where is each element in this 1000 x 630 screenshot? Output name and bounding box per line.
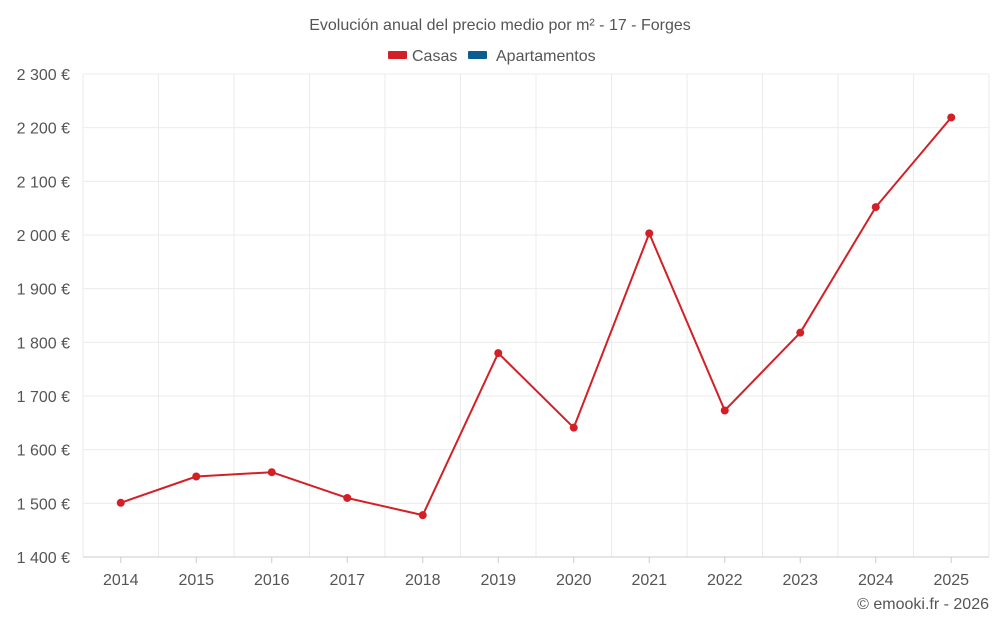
y-tick-label: 1 400 € — [17, 550, 70, 567]
x-tick-label: 2014 — [103, 572, 139, 589]
legend-label-apartamentos: Apartamentos — [496, 48, 596, 65]
y-tick-label: 1 800 € — [17, 335, 70, 352]
x-tick-label: 2016 — [254, 572, 290, 589]
y-tick-label: 2 000 € — [17, 228, 70, 245]
chart-title: Evolución anual del precio medio por m² … — [309, 17, 691, 34]
x-tick-label: 2018 — [405, 572, 441, 589]
data-point-casas-2015 — [192, 472, 201, 481]
x-tick-label: 2015 — [178, 572, 214, 589]
x-tick-label: 2025 — [933, 572, 969, 589]
x-tick-label: 2024 — [858, 572, 894, 589]
x-gridlines — [82, 74, 990, 557]
series-layer — [116, 113, 956, 520]
series-line-casas — [120, 116, 953, 517]
y-axis-ticks: 1 400 € 1 500 € 1 600 € 1 700 € 1 800 € 1 900… — [17, 67, 70, 567]
y-tick-label: 1 900 € — [17, 282, 70, 299]
data-point-casas-2018 — [418, 511, 427, 520]
footer-credit: © emooki.fr - 2026 — [857, 596, 989, 613]
x-tick-label: 2017 — [329, 572, 365, 589]
y-tick-label: 1 500 € — [17, 496, 70, 513]
data-point-casas-2019 — [494, 349, 503, 358]
data-point-casas-2017 — [343, 493, 352, 502]
data-point-casas-2021 — [645, 229, 654, 238]
x-tick-label: 2020 — [556, 572, 592, 589]
y-tick-label: 1 600 € — [17, 443, 70, 460]
legend-item-apartamentos[interactable]: Apartamentos — [468, 48, 596, 65]
x-axis-ticks: 2014 2015 2016 2017 2018 2019 2020 2021 2022 2023… — [103, 557, 969, 589]
y-tick-label: 2 200 € — [17, 121, 70, 138]
data-point-casas-2016 — [267, 468, 276, 477]
y-tick-label: 1 700 € — [17, 389, 70, 406]
data-point-casas-2014 — [116, 498, 125, 507]
data-point-casas-2022 — [720, 406, 729, 415]
legend-swatch-apartamentos — [468, 51, 487, 59]
legend-item-casas[interactable]: Casas — [388, 48, 457, 65]
y-tick-label: 2 300 € — [17, 67, 70, 84]
legend-swatch-casas — [388, 51, 407, 59]
legend-label-casas: Casas — [412, 48, 457, 65]
legend: Casas Apartamentos — [388, 48, 596, 65]
x-tick-label: 2019 — [480, 572, 516, 589]
x-tick-label: 2023 — [782, 572, 818, 589]
data-point-casas-2024 — [871, 203, 880, 212]
x-tick-label: 2021 — [631, 572, 667, 589]
data-point-casas-2020 — [569, 423, 578, 432]
data-point-casas-2025 — [947, 113, 956, 122]
data-point-casas-2023 — [796, 328, 805, 337]
x-tick-label: 2022 — [707, 572, 743, 589]
y-tick-label: 2 100 € — [17, 174, 70, 191]
